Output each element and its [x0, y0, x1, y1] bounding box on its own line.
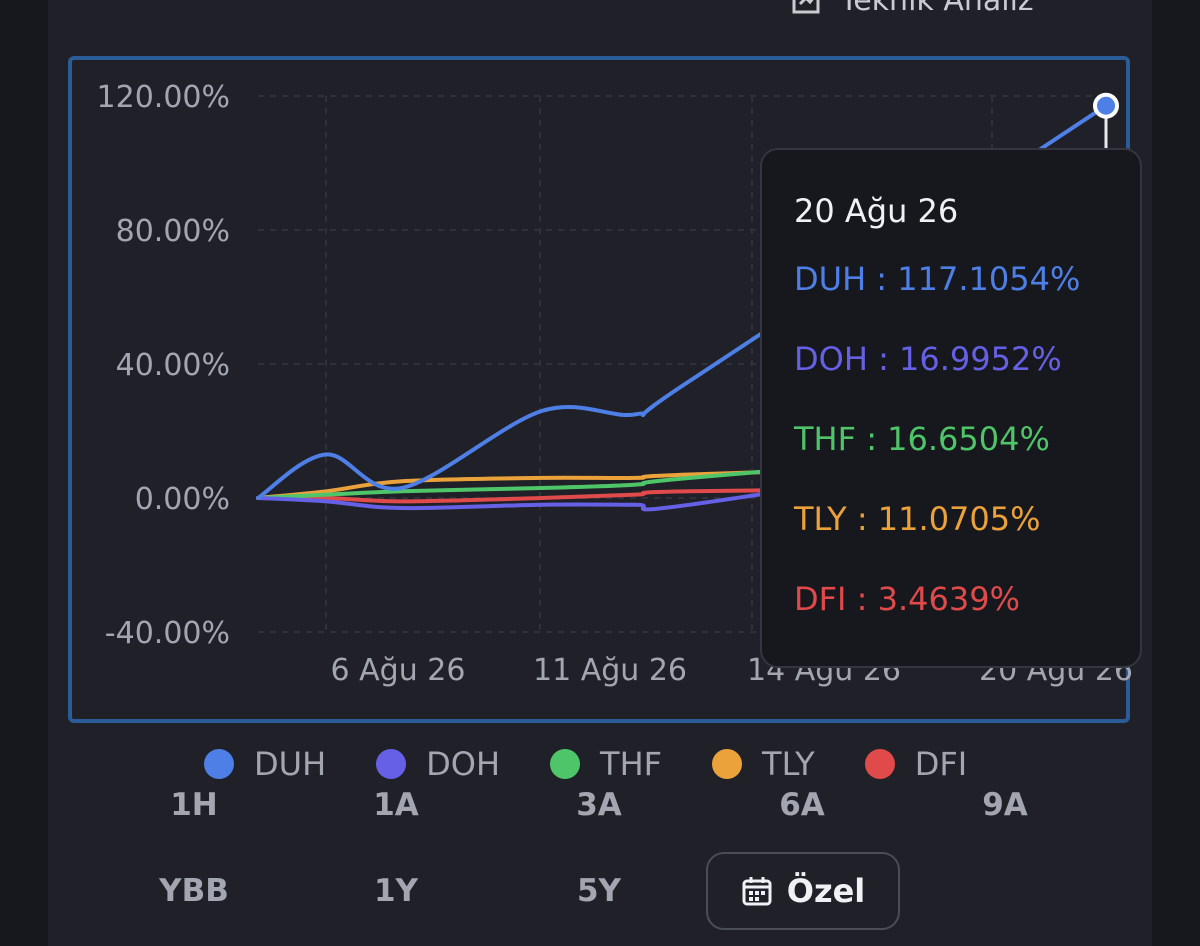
legend-item-duh[interactable]: DUH — [204, 745, 326, 783]
chart-analysis-icon — [792, 0, 820, 14]
comparison-chart[interactable]: 120.00% 80.00% 40.00% 0.00% -40.00% 6 Ağu 26 1… — [68, 56, 1142, 723]
range-3a-button[interactable]: 3A — [576, 787, 622, 823]
legend-dot-duh — [204, 749, 234, 779]
technical-analysis-link[interactable]: Teknik Analiz — [790, 0, 1034, 22]
chart-legend: DUH DOH THF TLY DFI — [204, 740, 1017, 788]
range-5y-button[interactable]: 5Y — [576, 873, 622, 909]
range-9a-button[interactable]: 9A — [982, 787, 1028, 823]
tooltip-row-thf: THF : 16.6504% — [794, 420, 1050, 458]
series-point-duh — [1093, 92, 1119, 119]
y-tick-label-4: -40.00% — [105, 616, 230, 651]
chart-tooltip: 20 Ağu 26 DUH : 117.1054% DOH : 16.9952%… — [760, 148, 1142, 668]
legend-label-dfi: DFI — [914, 745, 968, 783]
y-tick-label-2: 40.00% — [116, 348, 230, 383]
range-ybb-button[interactable]: YBB — [159, 873, 229, 909]
calendar-icon — [742, 877, 772, 906]
legend-item-tly[interactable]: TLY — [712, 745, 815, 783]
legend-label-tly: TLY — [762, 745, 815, 783]
tooltip-row-tly: TLY : 11.0705% — [794, 500, 1041, 538]
x-tick-label-1: 11 Ağu 26 — [533, 653, 687, 688]
tooltip-row-doh: DOH : 16.9952% — [794, 340, 1062, 378]
y-tick-label-3: 0.00% — [135, 482, 230, 517]
technical-analysis-label: Teknik Analiz — [840, 0, 1034, 18]
legend-item-thf[interactable]: THF — [550, 745, 662, 783]
legend-dot-tly — [712, 749, 743, 779]
y-tick-label-1: 80.00% — [116, 214, 230, 249]
legend-label-thf: THF — [600, 745, 663, 783]
range-1y-button[interactable]: 1Y — [373, 873, 419, 909]
legend-dot-thf — [550, 749, 581, 779]
legend-label-doh: DOH — [426, 745, 501, 783]
custom-range-button[interactable]: Özel — [706, 852, 900, 930]
legend-dot-doh — [376, 749, 407, 779]
legend-item-doh[interactable]: DOH — [376, 745, 500, 783]
tooltip-row-dfi: DFI : 3.4639% — [794, 580, 1020, 618]
tooltip-date: 20 Ağu 26 — [794, 192, 959, 230]
legend-item-dfi[interactable]: DFI — [864, 745, 968, 783]
tooltip-row-duh: DUH : 117.1054% — [794, 260, 1081, 298]
legend-label-duh: DUH — [254, 745, 327, 783]
custom-range-label: Özel — [786, 872, 866, 910]
range-1a-button[interactable]: 1A — [373, 787, 419, 823]
legend-dot-dfi — [864, 749, 895, 779]
x-tick-label-0: 6 Ağu 26 — [331, 653, 466, 688]
range-1h-button[interactable]: 1H — [170, 787, 218, 823]
y-tick-label-0: 120.00% — [97, 80, 230, 115]
range-6a-button[interactable]: 6A — [779, 787, 825, 823]
